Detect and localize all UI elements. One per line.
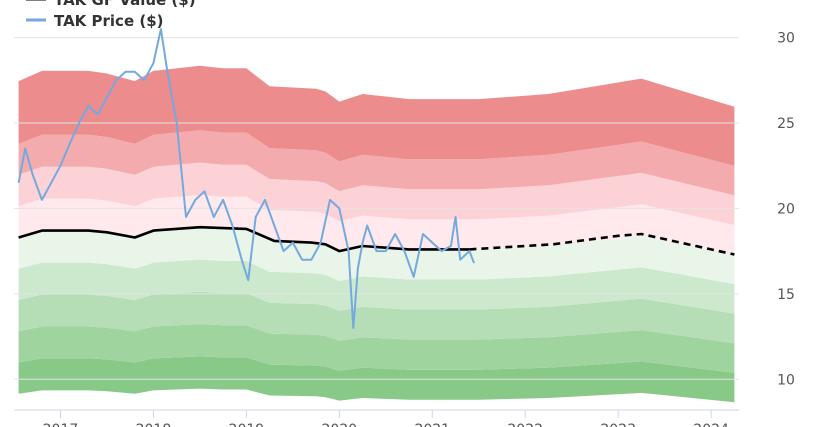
y-tick-label: 20 [777,201,795,217]
y-tick-label: 15 [777,287,795,303]
band-1.1-1.2 [18,162,735,225]
band-1.3-1.5 [18,65,735,166]
x-tick-label: 2019 [229,422,265,427]
valuation-bands [18,65,735,403]
grid-lines [14,37,739,380]
band-0.6-0.7 [18,324,735,373]
band-0.7-0.8 [18,291,735,344]
legend-gf-value-label: TAK GF Value ($) [54,0,196,9]
x-tick-label: 2020 [322,422,358,427]
price-line [17,28,476,329]
band-1.2-1.3 [18,130,735,196]
series-lines [17,28,735,329]
x-tick-label: 2017 [43,422,79,427]
axes: 10 15 20 25 30 2017 2018 2019 2020 2021 2022 2023 20… [14,31,795,427]
band-1-1.1 [18,194,735,255]
band-0.9-1 [18,227,735,285]
y-tick-label: 25 [777,116,795,132]
gf-value-line [18,225,470,253]
y-tick-label: 10 [777,372,795,388]
x-tick-label: 2021 [414,422,450,427]
x-tick-label: 2018 [136,422,172,427]
x-tick-label: 2022 [507,422,543,427]
gf-value-forecast-line [469,232,735,256]
band-0.8-0.9 [18,259,735,314]
legend: TAK GF Value ($) TAK Price ($) [26,0,196,30]
legend-price-label: TAK Price ($) [54,12,164,30]
y-tick-label: 30 [777,31,795,47]
x-tick-label: 2024 [693,422,729,427]
x-tick-label: 2023 [600,422,636,427]
